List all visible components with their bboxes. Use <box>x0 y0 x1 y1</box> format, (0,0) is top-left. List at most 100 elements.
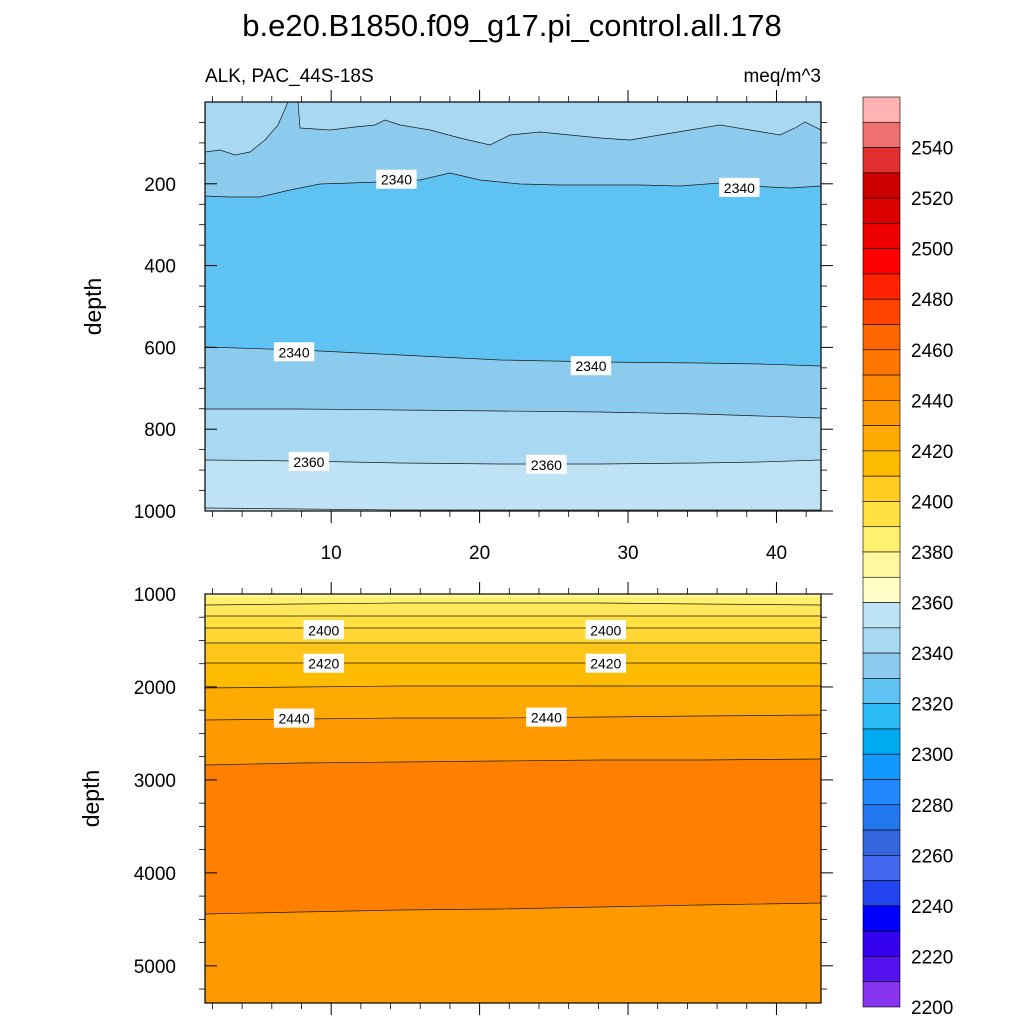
colorbar-swatch <box>862 96 901 123</box>
colorbar-swatch <box>862 956 901 983</box>
contour-label: 2420 <box>308 656 339 672</box>
colorbar-swatch <box>862 855 901 881</box>
plot-frame <box>204 593 822 1004</box>
upper-depth-panel <box>204 101 822 511</box>
colorbar-swatch <box>862 475 901 502</box>
colorbar-swatch <box>862 981 901 1008</box>
contour-label-box <box>585 653 626 673</box>
colorbar-label: 2500 <box>911 240 953 261</box>
colorbar-swatch <box>862 501 901 528</box>
colorbar-swatch <box>862 374 901 401</box>
contour-label: 2400 <box>590 622 621 638</box>
y-tick-label: 400 <box>144 257 176 278</box>
colorbar-swatch <box>862 400 901 426</box>
contour-label: 2360 <box>531 457 562 473</box>
colorbar-swatch <box>862 450 901 477</box>
y-tick-label: 200 <box>144 175 176 196</box>
y-tick-label: 3000 <box>134 771 176 792</box>
colorbar-label: 2260 <box>911 846 953 867</box>
y-tick-label: 1000 <box>134 502 176 523</box>
contour-label-box <box>288 451 330 471</box>
contour-label: 2340 <box>278 344 309 360</box>
contour-label-box <box>273 708 315 728</box>
colorbar-swatch <box>862 425 901 452</box>
bottom-contour-lines <box>204 602 822 915</box>
colorbar-label: 2300 <box>911 745 953 766</box>
colorbar-label: 2420 <box>911 442 953 463</box>
contour-label-box <box>719 177 760 197</box>
colorbar-label: 2360 <box>911 594 953 615</box>
contour-label-box <box>570 356 612 376</box>
contour-label: 2340 <box>575 358 606 374</box>
bottom-band-2380 <box>205 594 821 597</box>
colorbar-swatch <box>862 223 901 249</box>
colorbar-label: 2440 <box>911 391 953 412</box>
colorbar-swatch <box>862 930 901 957</box>
y-tick-label: 600 <box>144 338 176 359</box>
colorbar: 2540 2520 2500 2480 2460 2440 2420 2400 2380 2360… <box>862 96 953 1019</box>
contour-label: 2400 <box>308 622 339 638</box>
bottom-band-2450 <box>205 759 821 914</box>
y-tick-label: 5000 <box>134 957 176 978</box>
colorbar-swatch <box>862 703 901 730</box>
contour-label: 2360 <box>293 454 324 470</box>
colorbar-label: 2380 <box>911 543 953 564</box>
colorbar-swatch <box>862 880 901 907</box>
colorbar-swatch <box>862 197 901 224</box>
axes-and-labels: 2340 2340 2340 2340 2360 2360 200 400 600 800 1000… <box>78 90 833 1015</box>
colorbar-label: 2540 <box>911 139 953 160</box>
y-tick-label: 2000 <box>134 678 176 699</box>
contour-label: 2440 <box>531 710 562 726</box>
colorbar-swatch <box>862 753 901 780</box>
left-subtitle: ALK, PAC_44S-18S <box>205 66 374 87</box>
y-axis-label: depth <box>78 770 104 828</box>
y-tick-label: 4000 <box>134 864 176 885</box>
colorbar-swatch <box>862 273 901 300</box>
units-subtitle: meq/m^3 <box>743 66 821 87</box>
x-tick-label: 40 <box>766 543 787 564</box>
top-band-surface <box>205 102 821 155</box>
contour-label-box <box>526 454 567 474</box>
contour-label-box <box>303 620 344 640</box>
y-tick-label: 800 <box>144 420 176 441</box>
colorbar-label: 2480 <box>911 290 953 311</box>
y-axis-label: depth <box>80 278 106 336</box>
colorbar-swatch <box>862 804 901 831</box>
contour-label: 2420 <box>590 656 621 672</box>
colorbar-swatch <box>862 905 901 932</box>
contour-label-box <box>585 620 626 640</box>
colorbar-swatch <box>862 576 901 603</box>
colorbar-label: 2460 <box>911 341 953 362</box>
colorbar-swatch <box>862 829 901 856</box>
colorbar-swatch <box>862 652 901 679</box>
contour-label-box <box>376 169 417 189</box>
contour-label: 2340 <box>381 172 412 188</box>
colorbar-swatch <box>862 627 901 654</box>
colorbar-swatch <box>862 602 901 629</box>
colorbar-swatch <box>862 121 901 148</box>
colorbar-swatch <box>862 526 901 553</box>
colorbar-swatch <box>862 172 901 199</box>
contour-label: 2340 <box>724 180 755 196</box>
colorbar-swatch <box>862 678 901 704</box>
colorbar-swatch <box>862 779 901 806</box>
chart-title: b.e20.B1850.f09_g17.pi_control.all.178 <box>242 8 782 43</box>
colorbar-swatch <box>862 349 901 376</box>
contour-label-box <box>303 653 344 673</box>
colorbar-swatch <box>862 147 901 174</box>
x-tick-label: 20 <box>469 543 490 564</box>
colorbar-label: 2200 <box>911 998 953 1019</box>
x-tick-label: 10 <box>321 543 342 564</box>
colorbar-label: 2400 <box>911 492 953 513</box>
colorbar-label: 2320 <box>911 695 953 716</box>
y-tick-label: 1000 <box>134 585 176 606</box>
colorbar-label: 2220 <box>911 947 953 968</box>
contour-label-box <box>273 342 315 362</box>
colorbar-label: 2240 <box>911 897 953 918</box>
lower-depth-panel <box>204 594 822 1003</box>
colorbar-swatch <box>862 551 901 578</box>
colorbar-label: 2280 <box>911 796 953 817</box>
colorbar-label: 2520 <box>911 189 953 210</box>
x-tick-label: 30 <box>617 543 638 564</box>
